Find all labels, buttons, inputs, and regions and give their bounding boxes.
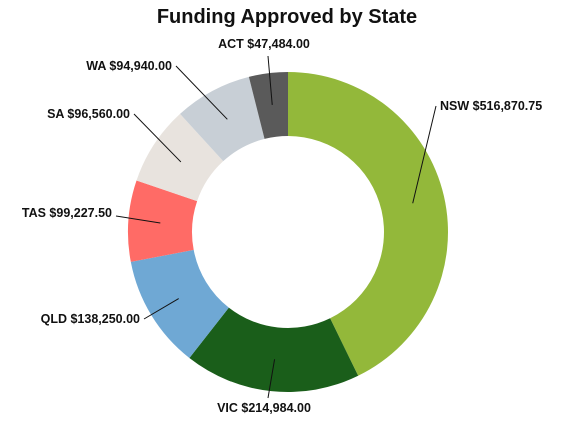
data-label-vic: VIC $214,984.00 <box>217 401 311 415</box>
leader-line-wa <box>175 65 228 120</box>
leader-line-act <box>267 55 273 106</box>
leader-line-sa <box>133 113 182 163</box>
slice-vic <box>189 307 359 392</box>
slice-wa <box>180 76 265 162</box>
leader-line-qld <box>143 298 179 320</box>
leader-line-tas <box>115 215 161 224</box>
data-label-qld: QLD $138,250.00 <box>41 312 140 326</box>
data-label-act: ACT $47,484.00 <box>218 37 310 51</box>
data-label-wa: WA $94,940.00 <box>86 59 172 73</box>
data-label-nsw: NSW $516,870.75 <box>440 99 542 113</box>
slice-nsw <box>288 72 448 376</box>
slice-tas <box>127 180 198 262</box>
leader-line-nsw <box>412 105 437 204</box>
slice-qld <box>130 249 229 359</box>
slice-sa <box>136 113 224 202</box>
chart-title: Funding Approved by State <box>156 6 418 28</box>
leader-line-vic <box>267 359 276 399</box>
slice-act <box>248 72 288 139</box>
data-label-sa: SA $96,560.00 <box>47 107 130 121</box>
data-label-tas: TAS $99,227.50 <box>22 206 112 220</box>
